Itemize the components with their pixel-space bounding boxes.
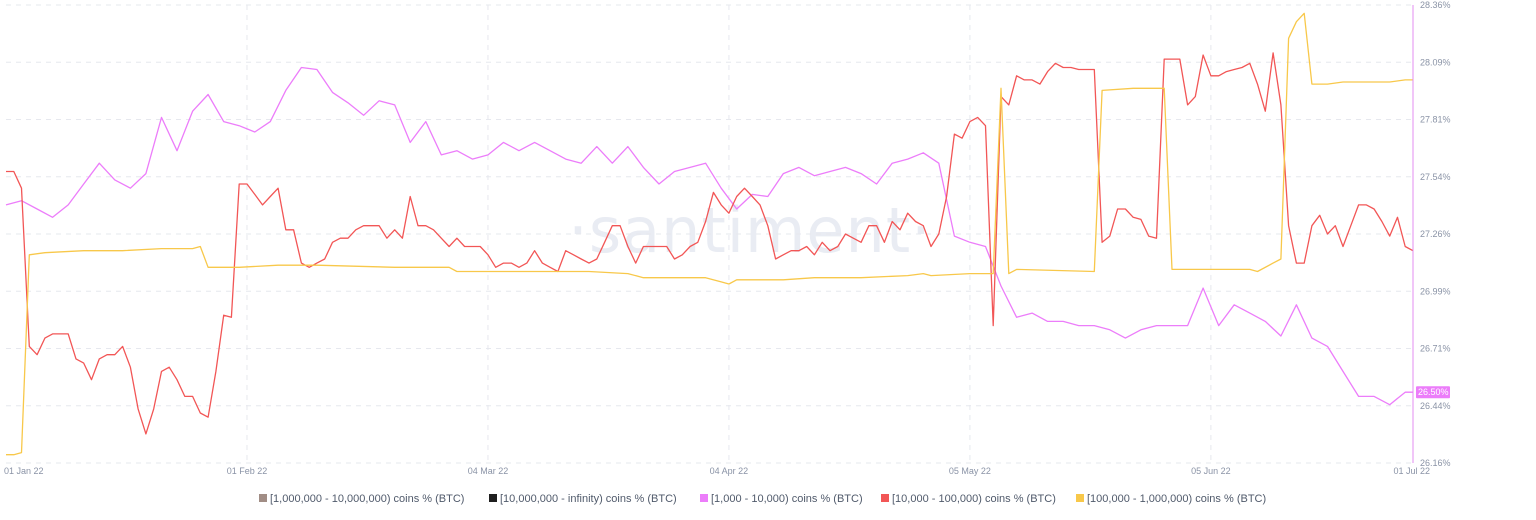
axes: 28.36% 28.09% 27.81% 27.54% 27.26% 26.99% 26.7… bbox=[4, 0, 1451, 476]
grid bbox=[6, 4, 1413, 464]
series-line bbox=[6, 12, 1413, 456]
legend-item[interactable]: [10,000,000 - infinity) coins % (BTC) bbox=[489, 493, 677, 505]
y-tick-label: 27.54% bbox=[1420, 172, 1451, 182]
legend-item[interactable]: [1,000,000 - 10,000,000) coins % (BTC) bbox=[259, 493, 464, 505]
y-tick-label: 27.81% bbox=[1420, 115, 1451, 125]
legend-item[interactable]: [1,000 - 10,000) coins % (BTC) bbox=[700, 493, 863, 505]
x-tick-label: 04 Apr 22 bbox=[710, 466, 749, 476]
y-tick-label: 26.16% bbox=[1420, 458, 1451, 468]
legend-label: [1,000,000 - 10,000,000) coins % (BTC) bbox=[270, 493, 464, 505]
y-tick-label: 26.99% bbox=[1420, 286, 1451, 296]
legend-swatch bbox=[700, 494, 708, 502]
legend-swatch bbox=[881, 494, 889, 502]
x-tick-label: 01 Feb 22 bbox=[227, 466, 268, 476]
x-tick-label: 04 Mar 22 bbox=[468, 466, 509, 476]
y-tick-label: 26.71% bbox=[1420, 344, 1451, 354]
legend-swatch bbox=[1076, 494, 1084, 502]
series-line bbox=[6, 52, 1414, 435]
x-tick-label: 01 Jan 22 bbox=[4, 466, 44, 476]
legend-item[interactable]: [100,000 - 1,000,000) coins % (BTC) bbox=[1076, 493, 1266, 505]
legend-label: [10,000,000 - infinity) coins % (BTC) bbox=[500, 493, 677, 505]
legend-swatch bbox=[259, 494, 267, 502]
legend-label: [1,000 - 10,000) coins % (BTC) bbox=[711, 493, 863, 505]
legend-swatch bbox=[489, 494, 497, 502]
watermark-text: ·santiment· bbox=[568, 194, 932, 267]
x-tick-label: 05 May 22 bbox=[949, 466, 991, 476]
last-value-label: 26.50% bbox=[1418, 387, 1449, 397]
series-line bbox=[5, 66, 1413, 406]
y-tick-label: 27.26% bbox=[1420, 229, 1451, 239]
series-lines bbox=[5, 12, 1414, 456]
legend-label: [10,000 - 100,000) coins % (BTC) bbox=[892, 493, 1056, 505]
x-tick-label: 05 Jun 22 bbox=[1191, 466, 1231, 476]
y-tick-label: 28.36% bbox=[1420, 0, 1451, 10]
y-tick-label: 28.09% bbox=[1420, 57, 1451, 67]
x-tick-label: 01 Jul 22 bbox=[1393, 466, 1430, 476]
legend-item[interactable]: [10,000 - 100,000) coins % (BTC) bbox=[881, 493, 1056, 505]
legend[interactable]: [1,000,000 - 10,000,000) coins % (BTC) [1… bbox=[259, 493, 1266, 505]
last-value-badge bbox=[1416, 386, 1450, 399]
legend-label: [100,000 - 1,000,000) coins % (BTC) bbox=[1087, 493, 1266, 505]
y-tick-label: 26.44% bbox=[1420, 401, 1451, 411]
